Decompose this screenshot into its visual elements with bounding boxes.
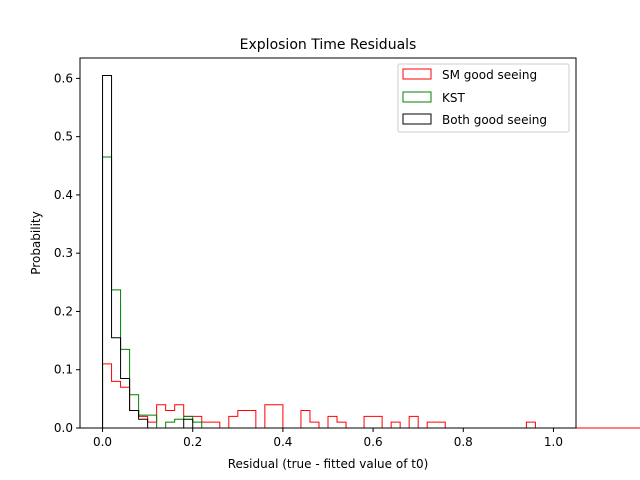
y-tick-label: 0.2 [54,304,73,318]
y-tick-label: 0.1 [54,363,73,377]
legend-swatch-kst [402,91,432,103]
x-tick-label: 0.8 [454,435,473,449]
legend-box [397,63,570,133]
x-axis-label: Residual (true - fitted value of t0) [228,457,429,471]
y-tick-label: 0.0 [54,421,73,435]
plot-frame [79,57,577,429]
y-axis-label: Probability [29,211,43,274]
legend-label-kst: KST [442,91,465,105]
x-tick-label: 0.4 [273,435,292,449]
x-tick-label: 0.6 [364,435,383,449]
legend-swatch-sm-good-seeing [402,68,432,80]
y-tick-label: 0.3 [54,246,73,260]
x-tick-label: 0.0 [93,435,112,449]
y-tick-label: 0.6 [54,71,73,85]
x-tick-label: 0.2 [183,435,202,449]
x-axis: 0.0 0.2 0.4 0.6 0.8 1.0 [93,428,563,449]
y-tick-label: 0.4 [54,188,73,202]
chart-title: Explosion Time Residuals [240,37,417,53]
legend-swatch-both-good-seeing [402,113,432,125]
legend-label-both-good-seeing: Both good seeing [442,113,547,127]
legend: SM good seeing KST Both good seeing [397,63,570,133]
y-axis: 0.0 0.1 0.2 0.3 0.4 0.5 0.6 [54,71,80,435]
legend-label-sm-good-seeing: SM good seeing [442,68,537,82]
x-tick-label: 1.0 [544,435,563,449]
histogram-series-0 [102,363,640,429]
y-tick-label: 0.5 [54,130,73,144]
